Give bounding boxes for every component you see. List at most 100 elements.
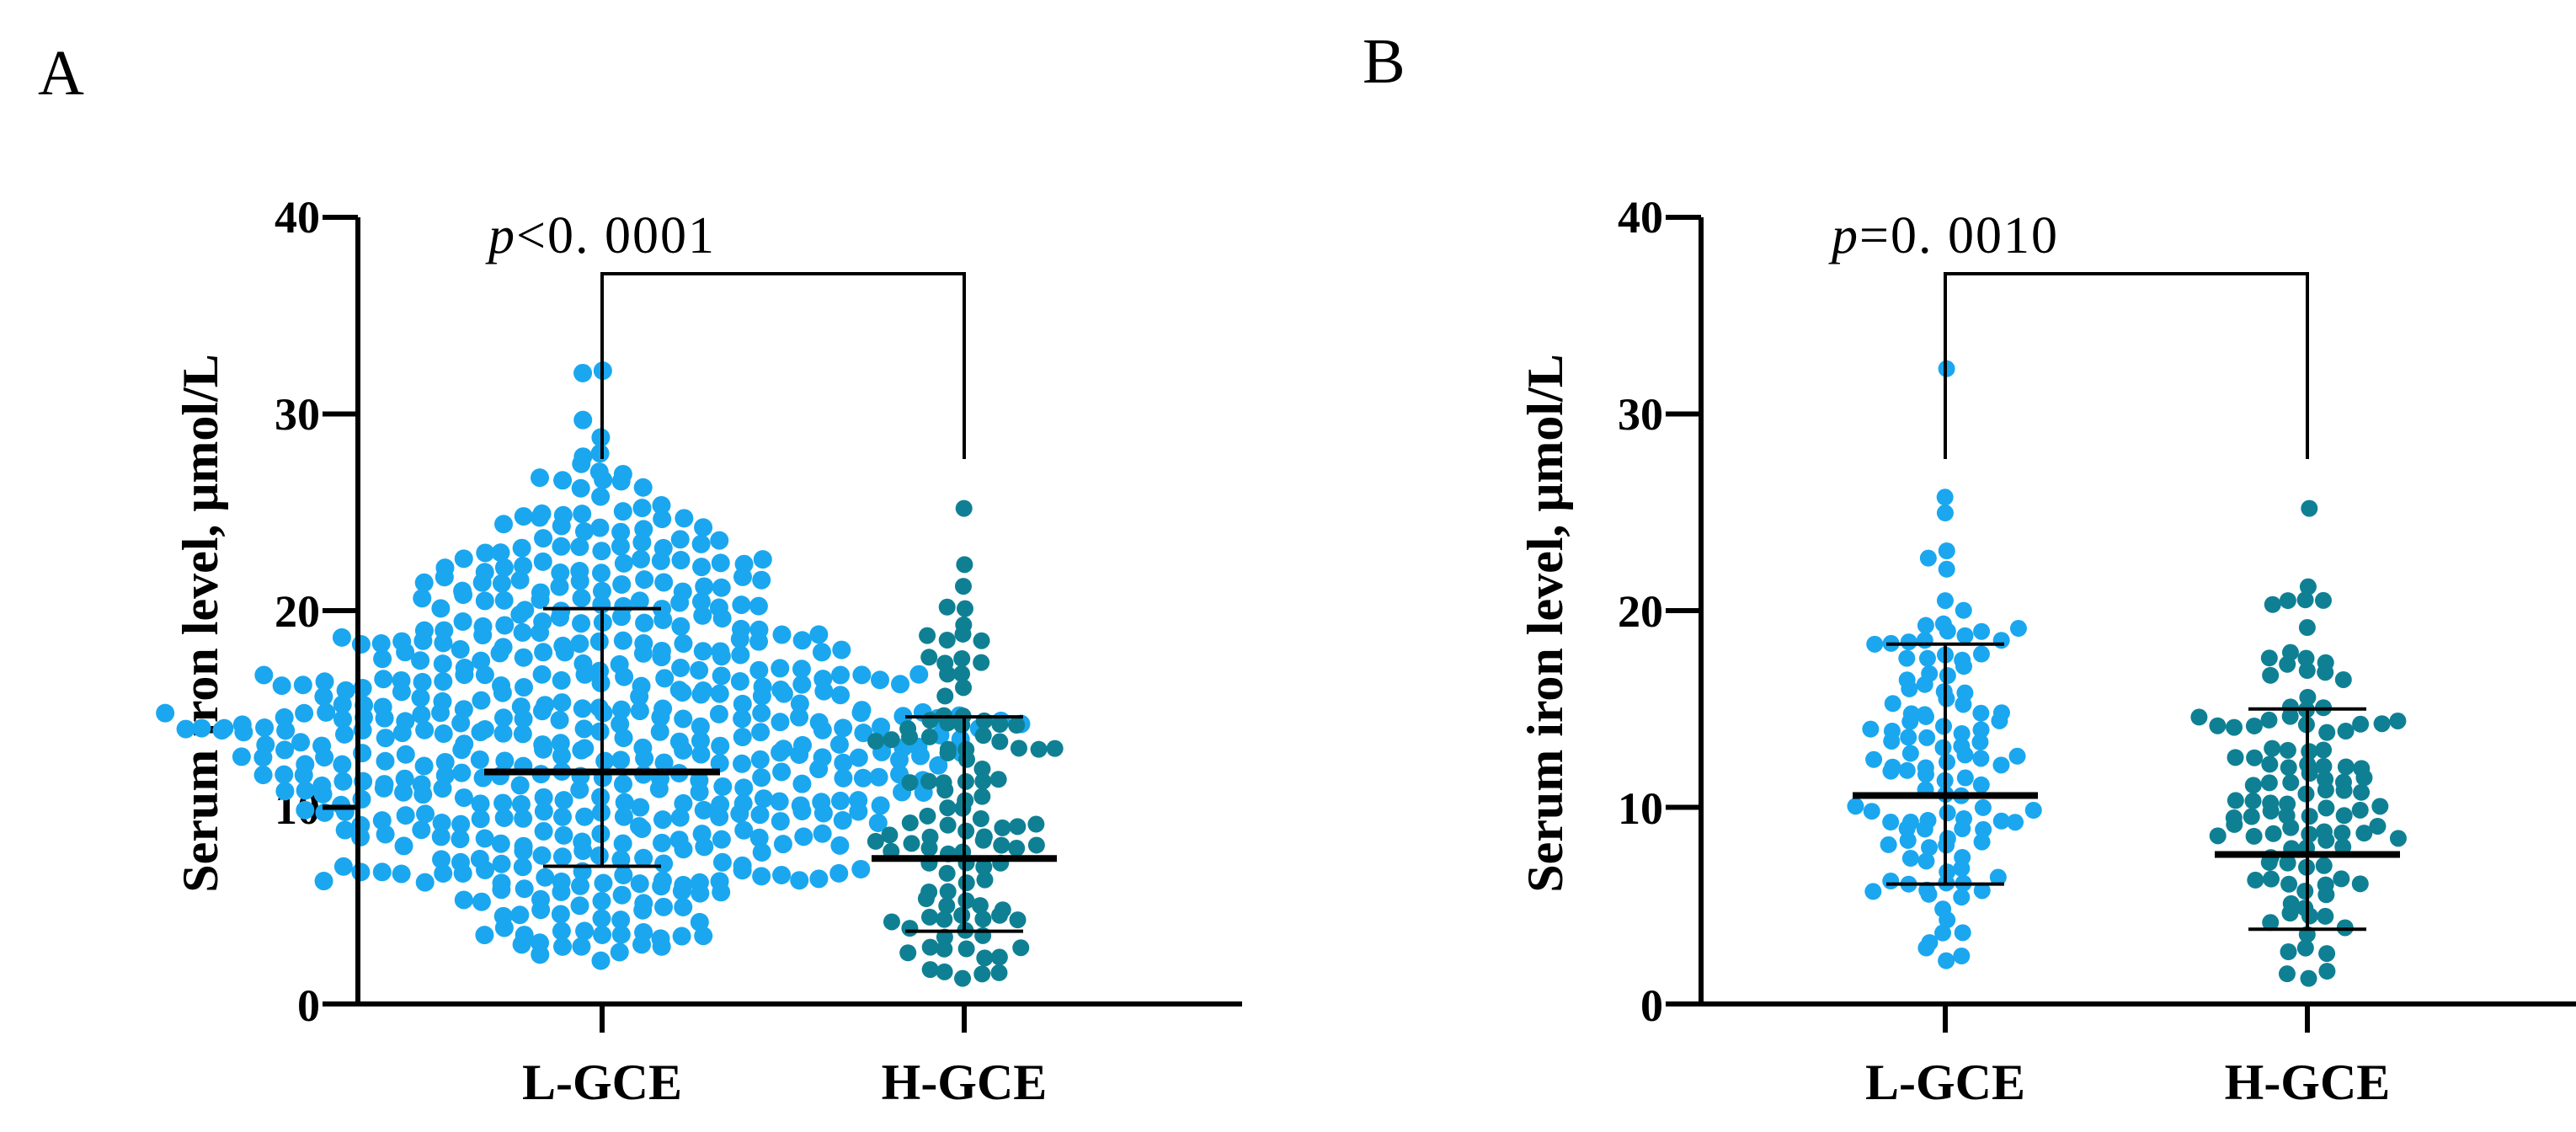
data-point-l-gce [613, 774, 632, 793]
data-point-l-gce [395, 769, 414, 788]
data-point-l-gce [1939, 622, 1956, 640]
significance-bracket [600, 272, 966, 459]
data-point-l-gce [1953, 889, 1971, 906]
data-point-l-gce [552, 537, 571, 556]
data-point-l-gce [476, 543, 495, 563]
data-point-h-gce [903, 835, 920, 852]
data-point-h-gce [2317, 907, 2334, 925]
data-point-h-gce [1046, 740, 1064, 757]
data-point-l-gce [809, 760, 829, 779]
data-point-l-gce [573, 841, 593, 861]
y-tick-label-10: 10 [1618, 783, 1663, 834]
data-point-l-gce [749, 828, 769, 847]
data-point-l-gce [372, 862, 392, 882]
data-point-l-gce [691, 884, 710, 903]
data-point-l-gce [176, 719, 195, 739]
data-point-l-gce [1882, 814, 1900, 831]
data-point-l-gce [611, 925, 631, 944]
data-point-h-gce [867, 732, 885, 750]
data-point-l-gce [611, 607, 631, 627]
data-point-l-gce [614, 807, 633, 826]
data-point-h-gce [901, 774, 919, 792]
data-point-l-gce [813, 824, 832, 843]
data-point-l-gce [633, 643, 653, 663]
data-point-l-gce [1917, 708, 1934, 725]
data-point-l-gce [333, 710, 352, 729]
data-point-l-gce [1974, 798, 1992, 816]
data-point-l-gce [752, 570, 771, 590]
data-point-l-gce [853, 768, 872, 788]
data-point-h-gce [936, 687, 954, 705]
data-point-l-gce [570, 537, 589, 557]
data-point-l-gce [654, 753, 674, 772]
data-point-l-gce [654, 854, 674, 873]
data-point-l-gce [1862, 720, 1880, 738]
data-point-l-gce [494, 515, 514, 534]
data-point-l-gce [275, 765, 294, 784]
data-point-h-gce [975, 712, 993, 729]
data-point-l-gce [830, 791, 850, 810]
data-point-l-gce [1955, 601, 1972, 619]
data-point-l-gce [232, 747, 251, 766]
data-point-l-gce [534, 740, 553, 759]
data-point-l-gce [651, 708, 670, 727]
data-point-l-gce [333, 755, 352, 774]
data-point-h-gce [2300, 969, 2317, 987]
data-point-h-gce [2298, 662, 2316, 680]
data-point-l-gce [514, 507, 533, 526]
data-point-l-gce [611, 850, 631, 869]
data-point-l-gce [1938, 542, 1955, 559]
data-point-l-gce [615, 667, 634, 686]
data-point-l-gce [589, 846, 609, 865]
data-point-l-gce [635, 749, 654, 768]
data-point-l-gce [891, 675, 910, 694]
data-point-l-gce [553, 937, 573, 956]
data-point-l-gce [852, 665, 872, 685]
data-point-h-gce [2351, 801, 2369, 819]
data-point-h-gce [2352, 715, 2370, 733]
data-point-l-gce [690, 782, 709, 802]
data-point-l-gce [552, 847, 572, 867]
data-point-l-gce [752, 768, 771, 788]
data-point-l-gce [630, 702, 649, 721]
data-point-h-gce [938, 897, 956, 915]
data-point-l-gce [570, 634, 589, 654]
data-point-l-gce [392, 864, 411, 884]
data-point-l-gce [575, 807, 595, 826]
data-point-l-gce [1953, 860, 1971, 878]
data-point-l-gce [515, 879, 534, 899]
data-point-l-gce [575, 665, 595, 684]
x-category-h-gce: H-GCE [2225, 1055, 2391, 1110]
data-point-l-gce [752, 686, 771, 706]
data-point-h-gce [953, 665, 971, 682]
data-point-l-gce [733, 694, 752, 713]
data-point-h-gce [2337, 758, 2355, 776]
data-point-l-gce [615, 793, 634, 812]
data-point-l-gce [574, 719, 594, 739]
data-point-l-gce [634, 848, 653, 868]
data-point-l-gce [1880, 836, 1897, 853]
data-point-l-gce [472, 892, 491, 911]
data-point-l-gce [555, 643, 574, 662]
data-point-l-gce [632, 819, 652, 838]
data-point-l-gce [692, 558, 712, 577]
data-point-l-gce [374, 778, 393, 798]
data-point-l-gce [792, 801, 812, 820]
data-point-h-gce [973, 654, 990, 671]
data-point-l-gce [712, 830, 731, 849]
data-point-h-gce [2190, 708, 2208, 726]
data-point-h-gce [2335, 807, 2353, 825]
data-point-l-gce [790, 708, 809, 727]
data-point-l-gce [532, 702, 552, 721]
data-point-h-gce [2373, 715, 2391, 733]
data-point-l-gce [652, 495, 671, 515]
data-point-l-gce [794, 827, 813, 846]
data-point-l-gce [411, 651, 430, 670]
data-point-l-gce [371, 634, 391, 654]
data-point-h-gce [919, 627, 936, 644]
data-point-l-gce [333, 857, 353, 876]
data-point-l-gce [834, 718, 853, 738]
data-point-h-gce [976, 949, 994, 967]
data-point-l-gce [1939, 911, 1956, 929]
data-point-l-gce [813, 804, 833, 823]
